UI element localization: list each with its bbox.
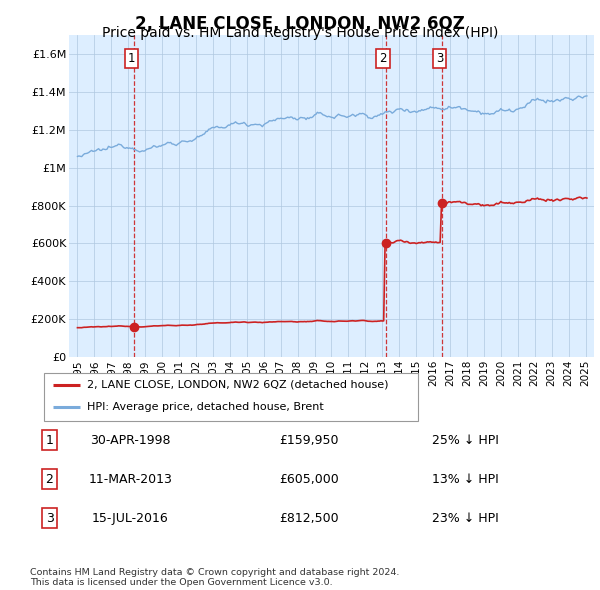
Text: 11-MAR-2013: 11-MAR-2013: [89, 473, 172, 486]
Text: 1: 1: [128, 51, 135, 64]
Text: HPI: Average price, detached house, Brent: HPI: Average price, detached house, Bren…: [88, 402, 324, 412]
Text: 2: 2: [46, 473, 53, 486]
Text: 1: 1: [46, 434, 53, 447]
Text: Contains HM Land Registry data © Crown copyright and database right 2024.
This d: Contains HM Land Registry data © Crown c…: [30, 568, 400, 587]
Text: 15-JUL-2016: 15-JUL-2016: [92, 512, 169, 525]
FancyBboxPatch shape: [44, 373, 418, 421]
Text: £159,950: £159,950: [279, 434, 339, 447]
Text: 2, LANE CLOSE, LONDON, NW2 6QZ (detached house): 2, LANE CLOSE, LONDON, NW2 6QZ (detached…: [88, 380, 389, 390]
Text: 2, LANE CLOSE, LONDON, NW2 6QZ: 2, LANE CLOSE, LONDON, NW2 6QZ: [135, 15, 465, 33]
Text: 13% ↓ HPI: 13% ↓ HPI: [432, 473, 499, 486]
Text: 23% ↓ HPI: 23% ↓ HPI: [432, 512, 499, 525]
Text: 3: 3: [436, 51, 443, 64]
Text: 2: 2: [379, 51, 387, 64]
Text: £605,000: £605,000: [279, 473, 339, 486]
Text: 3: 3: [46, 512, 53, 525]
Text: £812,500: £812,500: [279, 512, 339, 525]
Text: 30-APR-1998: 30-APR-1998: [90, 434, 170, 447]
Text: 25% ↓ HPI: 25% ↓ HPI: [432, 434, 499, 447]
Text: Price paid vs. HM Land Registry's House Price Index (HPI): Price paid vs. HM Land Registry's House …: [102, 26, 498, 40]
